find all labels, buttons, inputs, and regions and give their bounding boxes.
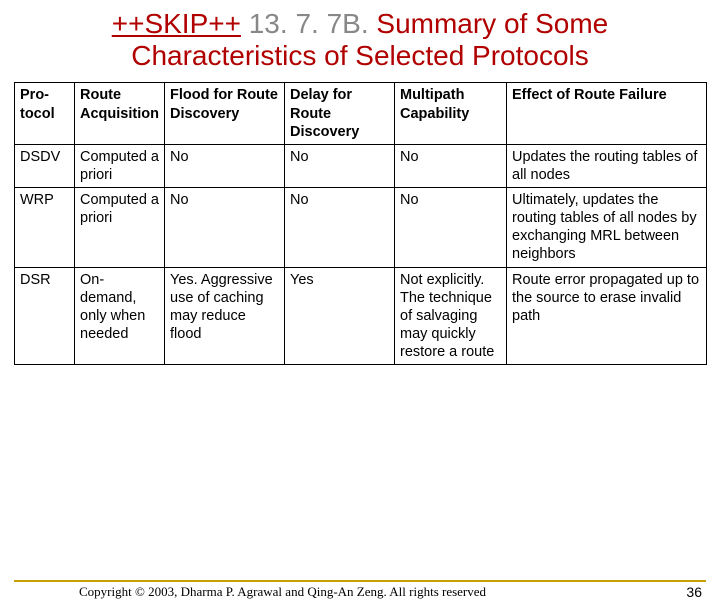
cell: On-demand, only when needed [75,267,165,365]
table-header-row: Pro­tocol Route Acquisi­tion Flood for R… [15,83,707,144]
section-number: 13. 7. 7B. [249,8,369,39]
cell: Updates the routing tables of all nodes [507,144,707,187]
cell: No [165,144,285,187]
col-header: Multipath Capability [395,83,507,144]
slide-footer: Copyright © 2003, Dharma P. Agrawal and … [0,580,720,602]
title-part2: Characteristics of Selected Protocols [131,40,589,71]
col-header: Delay for Route Discovery [285,83,395,144]
col-header: Flood for Route Discovery [165,83,285,144]
cell: WRP [15,188,75,268]
title-part1: Summary of Some [376,8,608,39]
protocols-table: Pro­tocol Route Acquisi­tion Flood for R… [14,82,707,365]
cell: DSDV [15,144,75,187]
table-row: DSDV Computed a priori No No No Updates … [15,144,707,187]
cell: Ultimately, updates the routing tables o… [507,188,707,268]
table-row: DSR On-demand, only when needed Yes. Agg… [15,267,707,365]
cell: DSR [15,267,75,365]
cell: Yes. Aggressive use of caching may reduc… [165,267,285,365]
skip-marker: ++SKIP++ [112,8,241,39]
cell: No [395,144,507,187]
col-header: Route Acquisi­tion [75,83,165,144]
cell: Not explicitly. The technique of salvagi… [395,267,507,365]
page-number: 36 [686,584,702,600]
cell: Computed a priori [75,188,165,268]
cell: Yes [285,267,395,365]
col-header: Pro­tocol [15,83,75,144]
copyright-text: Copyright © 2003, Dharma P. Agrawal and … [79,584,486,600]
cell: No [395,188,507,268]
cell: No [285,144,395,187]
cell: No [285,188,395,268]
table-row: WRP Computed a priori No No No Ultimatel… [15,188,707,268]
slide-title: ++SKIP++ 13. 7. 7B. Summary of Some Char… [0,0,720,78]
cell: Route error propagated up to the source … [507,267,707,365]
cell: Computed a priori [75,144,165,187]
cell: No [165,188,285,268]
col-header: Effect of Route Failure [507,83,707,144]
